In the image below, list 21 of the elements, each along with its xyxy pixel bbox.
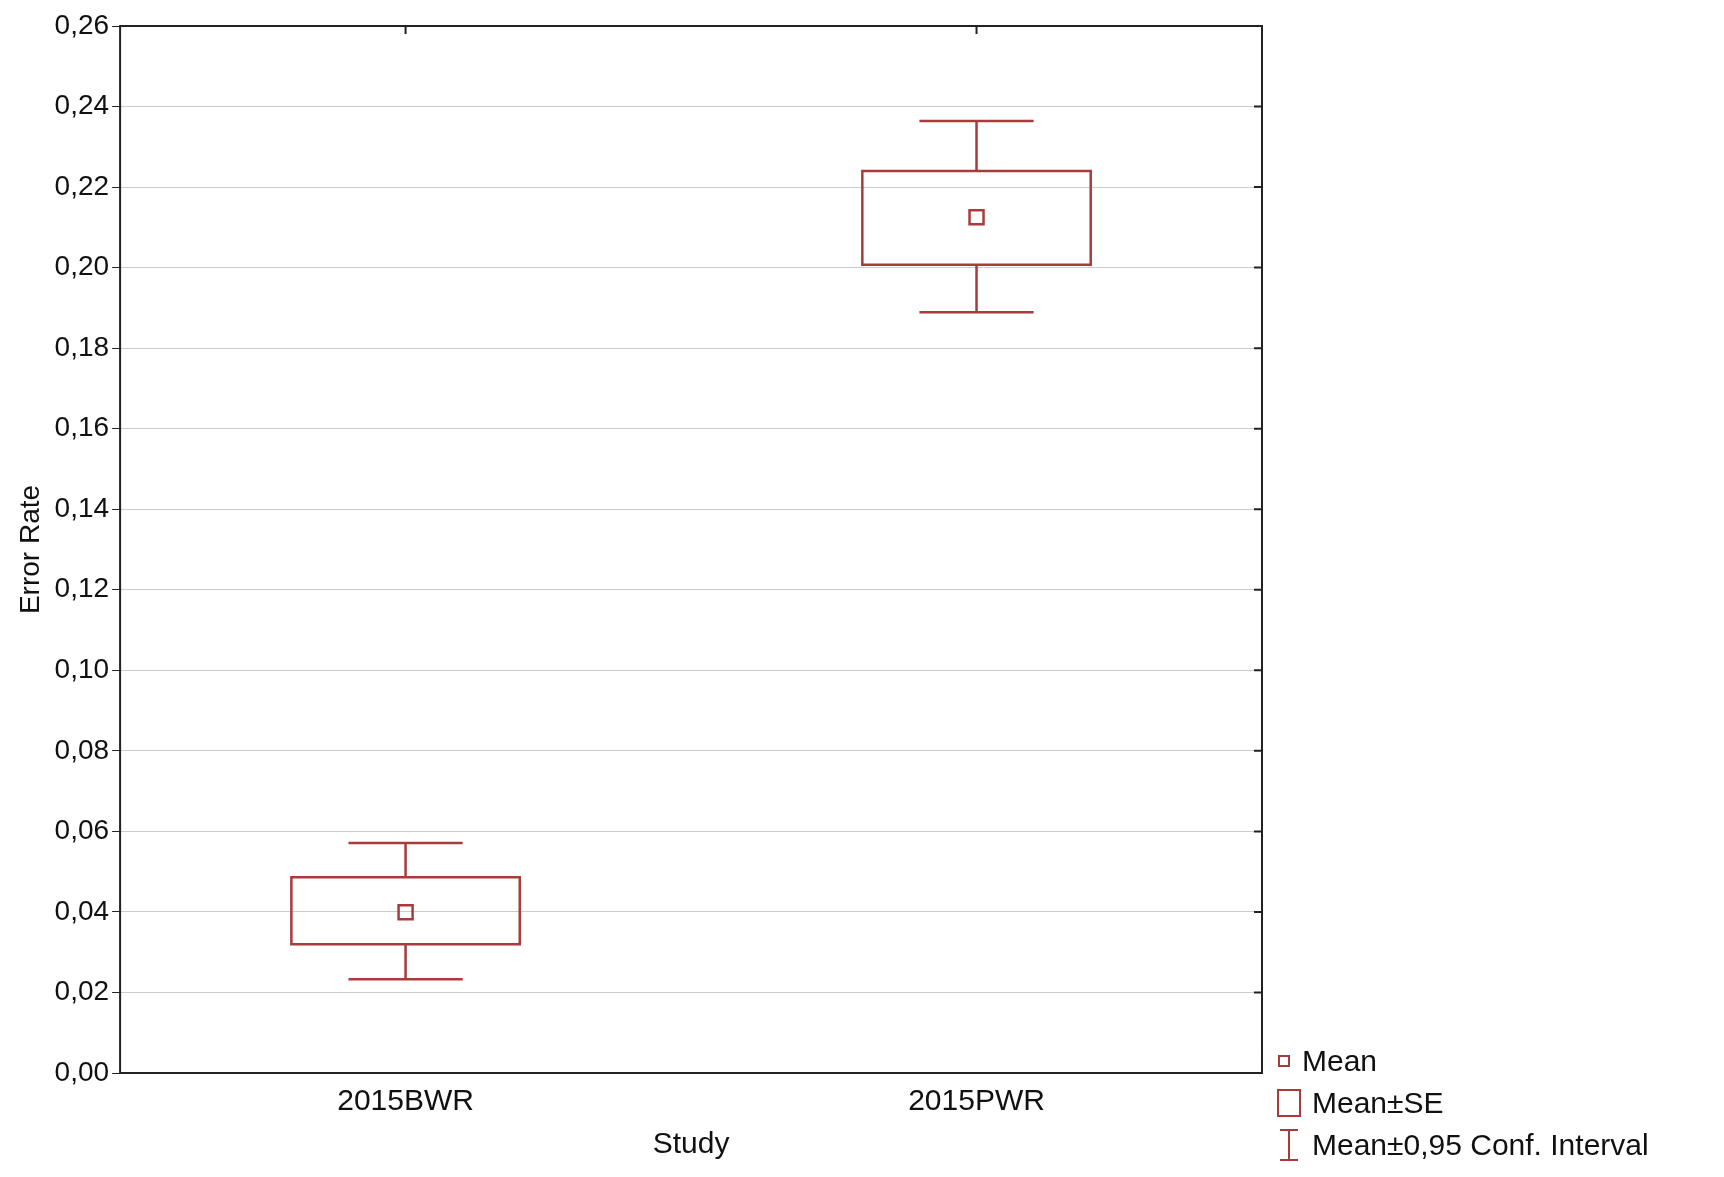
y-tick-label: 0,06 bbox=[54, 814, 110, 846]
y-tick-label: 0,18 bbox=[54, 330, 110, 362]
y-axis-title: Error Rate bbox=[13, 484, 45, 615]
y-tick-label: 0,20 bbox=[54, 250, 110, 282]
text: Mean bbox=[1302, 1044, 1378, 1078]
y-tick-label: 0,08 bbox=[54, 733, 110, 765]
y-tick-label: 0,26 bbox=[54, 8, 110, 40]
x-tick-label: 2015BWR bbox=[337, 1083, 474, 1117]
y-tick-label: 0,14 bbox=[54, 491, 110, 523]
x-tick-label: 2015PWR bbox=[908, 1083, 1045, 1117]
y-tick-label: 0,16 bbox=[54, 411, 110, 443]
text: Mean±0,95 Conf. Interval bbox=[1312, 1128, 1649, 1162]
y-tick-label: 0,02 bbox=[54, 975, 110, 1007]
y-tick-label: 0,24 bbox=[54, 89, 110, 121]
y-tick-label: 0,04 bbox=[54, 894, 110, 926]
x-axis-title: Study bbox=[652, 1126, 730, 1160]
y-tick-label: 0,12 bbox=[54, 572, 110, 604]
y-tick-label: 0,22 bbox=[54, 169, 110, 201]
y-tick-label: 0,10 bbox=[54, 653, 110, 685]
text: Mean±SE bbox=[1312, 1086, 1444, 1120]
y-tick-label: 0,00 bbox=[54, 1055, 110, 1087]
